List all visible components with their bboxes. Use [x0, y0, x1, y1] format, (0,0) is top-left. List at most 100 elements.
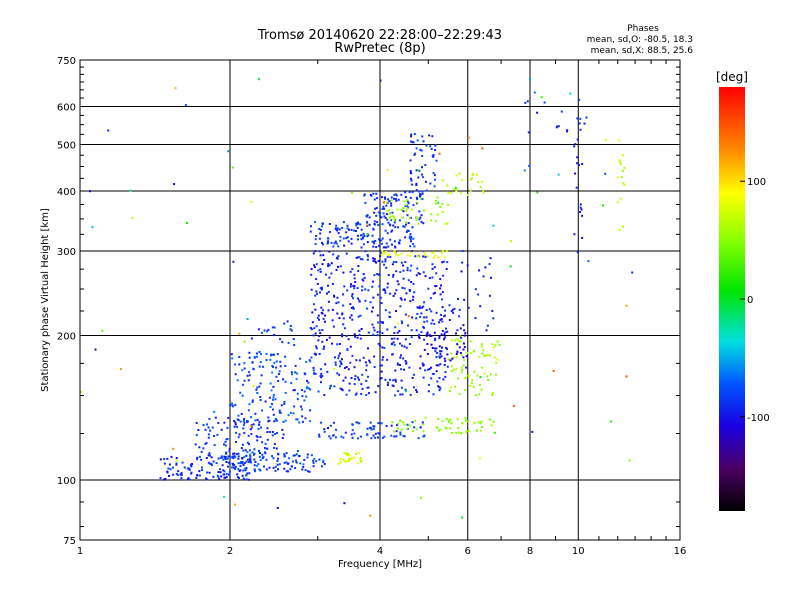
data-point: [350, 314, 353, 317]
data-point: [374, 391, 377, 394]
data-point: [392, 379, 395, 382]
data-point: [209, 429, 212, 432]
y-tick-label: 400: [57, 187, 76, 198]
data-point: [394, 394, 397, 397]
data-point: [477, 421, 480, 424]
data-point: [353, 432, 356, 435]
data-point: [365, 215, 368, 218]
data-point: [408, 235, 411, 238]
data-point: [277, 453, 280, 456]
data-point: [379, 378, 382, 381]
data-point: [397, 226, 400, 229]
data-point: [238, 332, 241, 335]
data-point: [385, 213, 388, 216]
data-point: [375, 214, 378, 217]
data-point: [398, 219, 401, 222]
data-point: [364, 361, 367, 364]
data-point: [222, 473, 225, 476]
data-point: [408, 217, 411, 220]
data-point: [419, 355, 422, 358]
data-point: [403, 225, 406, 228]
data-point: [348, 389, 351, 392]
data-point: [439, 318, 442, 321]
data-point: [269, 382, 272, 385]
data-point: [323, 259, 326, 261]
data-point: [348, 382, 351, 385]
data-point: [423, 316, 426, 319]
data-point: [456, 343, 459, 346]
data-point: [209, 462, 212, 465]
data-point: [266, 427, 269, 430]
data-point: [412, 237, 415, 240]
data-point: [387, 274, 390, 277]
data-point: [312, 461, 315, 464]
data-point: [566, 129, 569, 132]
data-point: [319, 270, 322, 273]
data-point: [618, 139, 621, 142]
data-point: [399, 420, 402, 423]
data-point: [410, 250, 413, 253]
data-point: [360, 328, 363, 330]
data-point: [361, 373, 364, 376]
data-point: [342, 436, 345, 439]
data-point: [226, 426, 229, 429]
data-point: [290, 382, 293, 385]
data-point: [616, 201, 619, 204]
data-point: [287, 457, 290, 460]
data-point: [346, 224, 349, 227]
data-point: [377, 224, 380, 226]
data-point: [576, 162, 578, 165]
data-point: [495, 373, 497, 376]
data-point: [380, 370, 383, 373]
data-point: [408, 236, 411, 239]
data-point: [400, 193, 403, 196]
data-point: [349, 270, 352, 273]
data-point: [404, 223, 407, 226]
data-point: [293, 389, 296, 392]
data-point: [283, 403, 286, 405]
data-point: [380, 422, 383, 425]
data-point: [334, 363, 337, 366]
data-point: [314, 250, 317, 253]
data-point: [377, 436, 379, 439]
data-point: [394, 378, 397, 381]
data-point: [402, 421, 404, 424]
data-point: [273, 446, 276, 449]
data-point: [576, 251, 579, 254]
data-point: [374, 239, 377, 242]
data-point: [462, 364, 465, 367]
data-point: [234, 421, 237, 424]
data-point: [308, 359, 311, 362]
data-point: [321, 340, 324, 343]
data-point: [391, 243, 393, 246]
data-point: [285, 470, 288, 473]
data-point: [336, 257, 339, 260]
data-point: [225, 438, 228, 441]
data-point: [327, 265, 329, 267]
data-point: [350, 242, 353, 245]
data-point: [259, 382, 262, 385]
data-point: [393, 250, 396, 253]
data-point: [421, 192, 424, 195]
data-point: [385, 242, 388, 245]
data-point: [318, 433, 321, 436]
data-point: [180, 474, 183, 477]
data-point: [620, 176, 623, 179]
data-point: [409, 170, 412, 173]
data-point: [444, 371, 447, 374]
data-point: [369, 514, 372, 517]
data-point: [274, 469, 277, 472]
data-point: [395, 430, 398, 433]
data-point: [223, 443, 225, 446]
data-point: [470, 177, 473, 180]
data-point: [396, 362, 399, 365]
data-point: [295, 453, 298, 456]
data-point: [302, 463, 305, 466]
data-point: [418, 305, 421, 308]
data-point: [460, 371, 463, 374]
data-point: [318, 329, 321, 332]
data-point: [196, 474, 199, 477]
data-point: [395, 435, 398, 438]
